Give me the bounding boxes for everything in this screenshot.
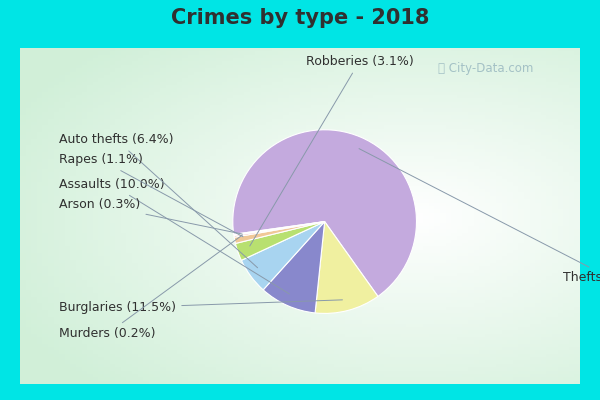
Wedge shape: [235, 222, 325, 260]
Text: Assaults (10.0%): Assaults (10.0%): [59, 178, 289, 294]
Wedge shape: [234, 222, 325, 237]
Text: Thefts (67.3%): Thefts (67.3%): [359, 149, 600, 284]
Text: Rapes (1.1%): Rapes (1.1%): [59, 154, 243, 237]
Wedge shape: [234, 222, 325, 244]
Text: ⦾ City-Data.com: ⦾ City-Data.com: [438, 62, 533, 75]
Text: Robberies (3.1%): Robberies (3.1%): [250, 55, 413, 246]
Text: Arson (0.3%): Arson (0.3%): [59, 198, 242, 234]
Wedge shape: [233, 222, 325, 236]
Text: Burglaries (11.5%): Burglaries (11.5%): [59, 300, 343, 314]
Text: Murders (0.2%): Murders (0.2%): [59, 235, 242, 340]
Wedge shape: [263, 222, 325, 313]
Wedge shape: [233, 130, 416, 296]
Wedge shape: [315, 222, 378, 314]
Wedge shape: [241, 222, 325, 290]
Text: Auto thefts (6.4%): Auto thefts (6.4%): [59, 133, 257, 268]
Text: Crimes by type - 2018: Crimes by type - 2018: [171, 8, 429, 28]
